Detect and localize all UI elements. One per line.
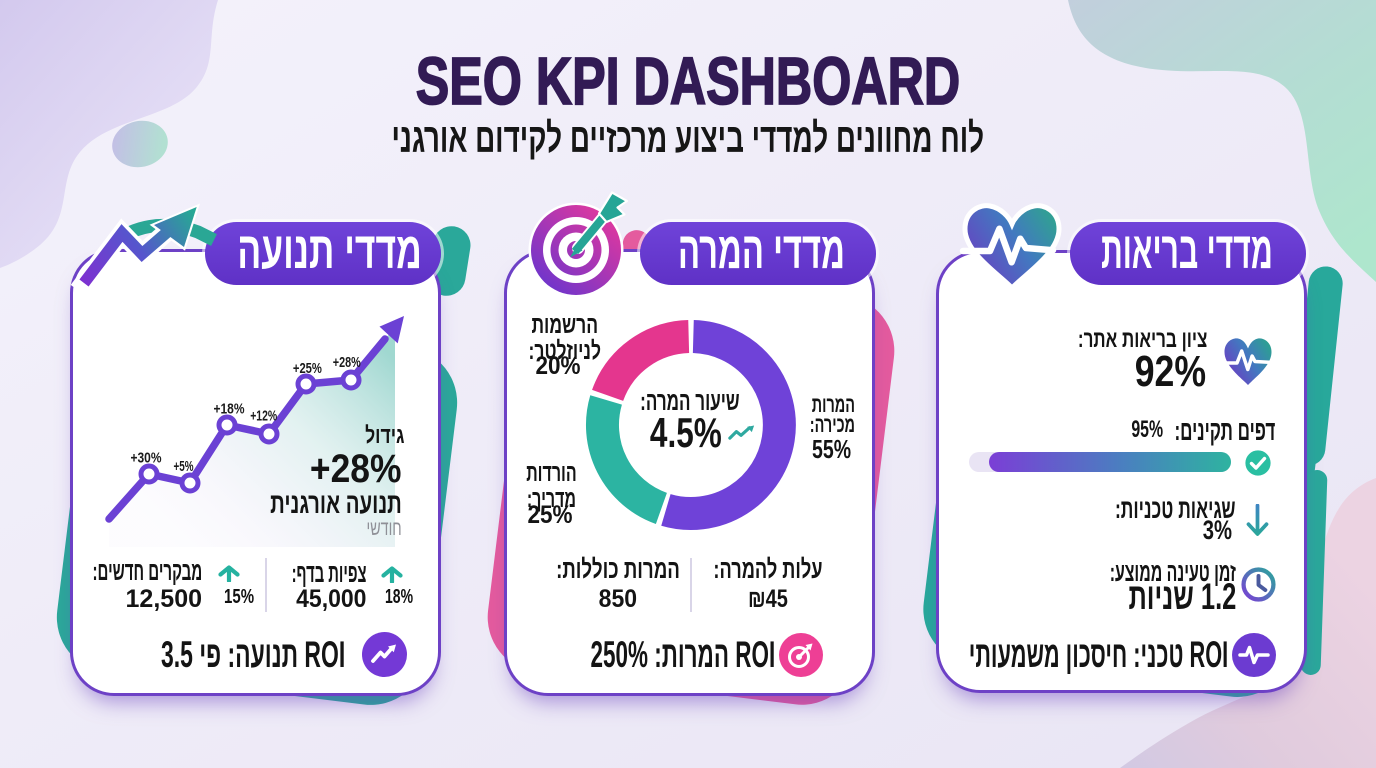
svg-text:+12%: +12% — [250, 408, 277, 424]
svg-text:+28%: +28% — [333, 355, 361, 371]
svg-text:+5%: +5% — [174, 459, 194, 475]
svg-text:+30%: +30% — [131, 451, 162, 467]
svg-text:+25%: +25% — [293, 361, 322, 377]
svg-text:+18%: +18% — [214, 402, 245, 418]
